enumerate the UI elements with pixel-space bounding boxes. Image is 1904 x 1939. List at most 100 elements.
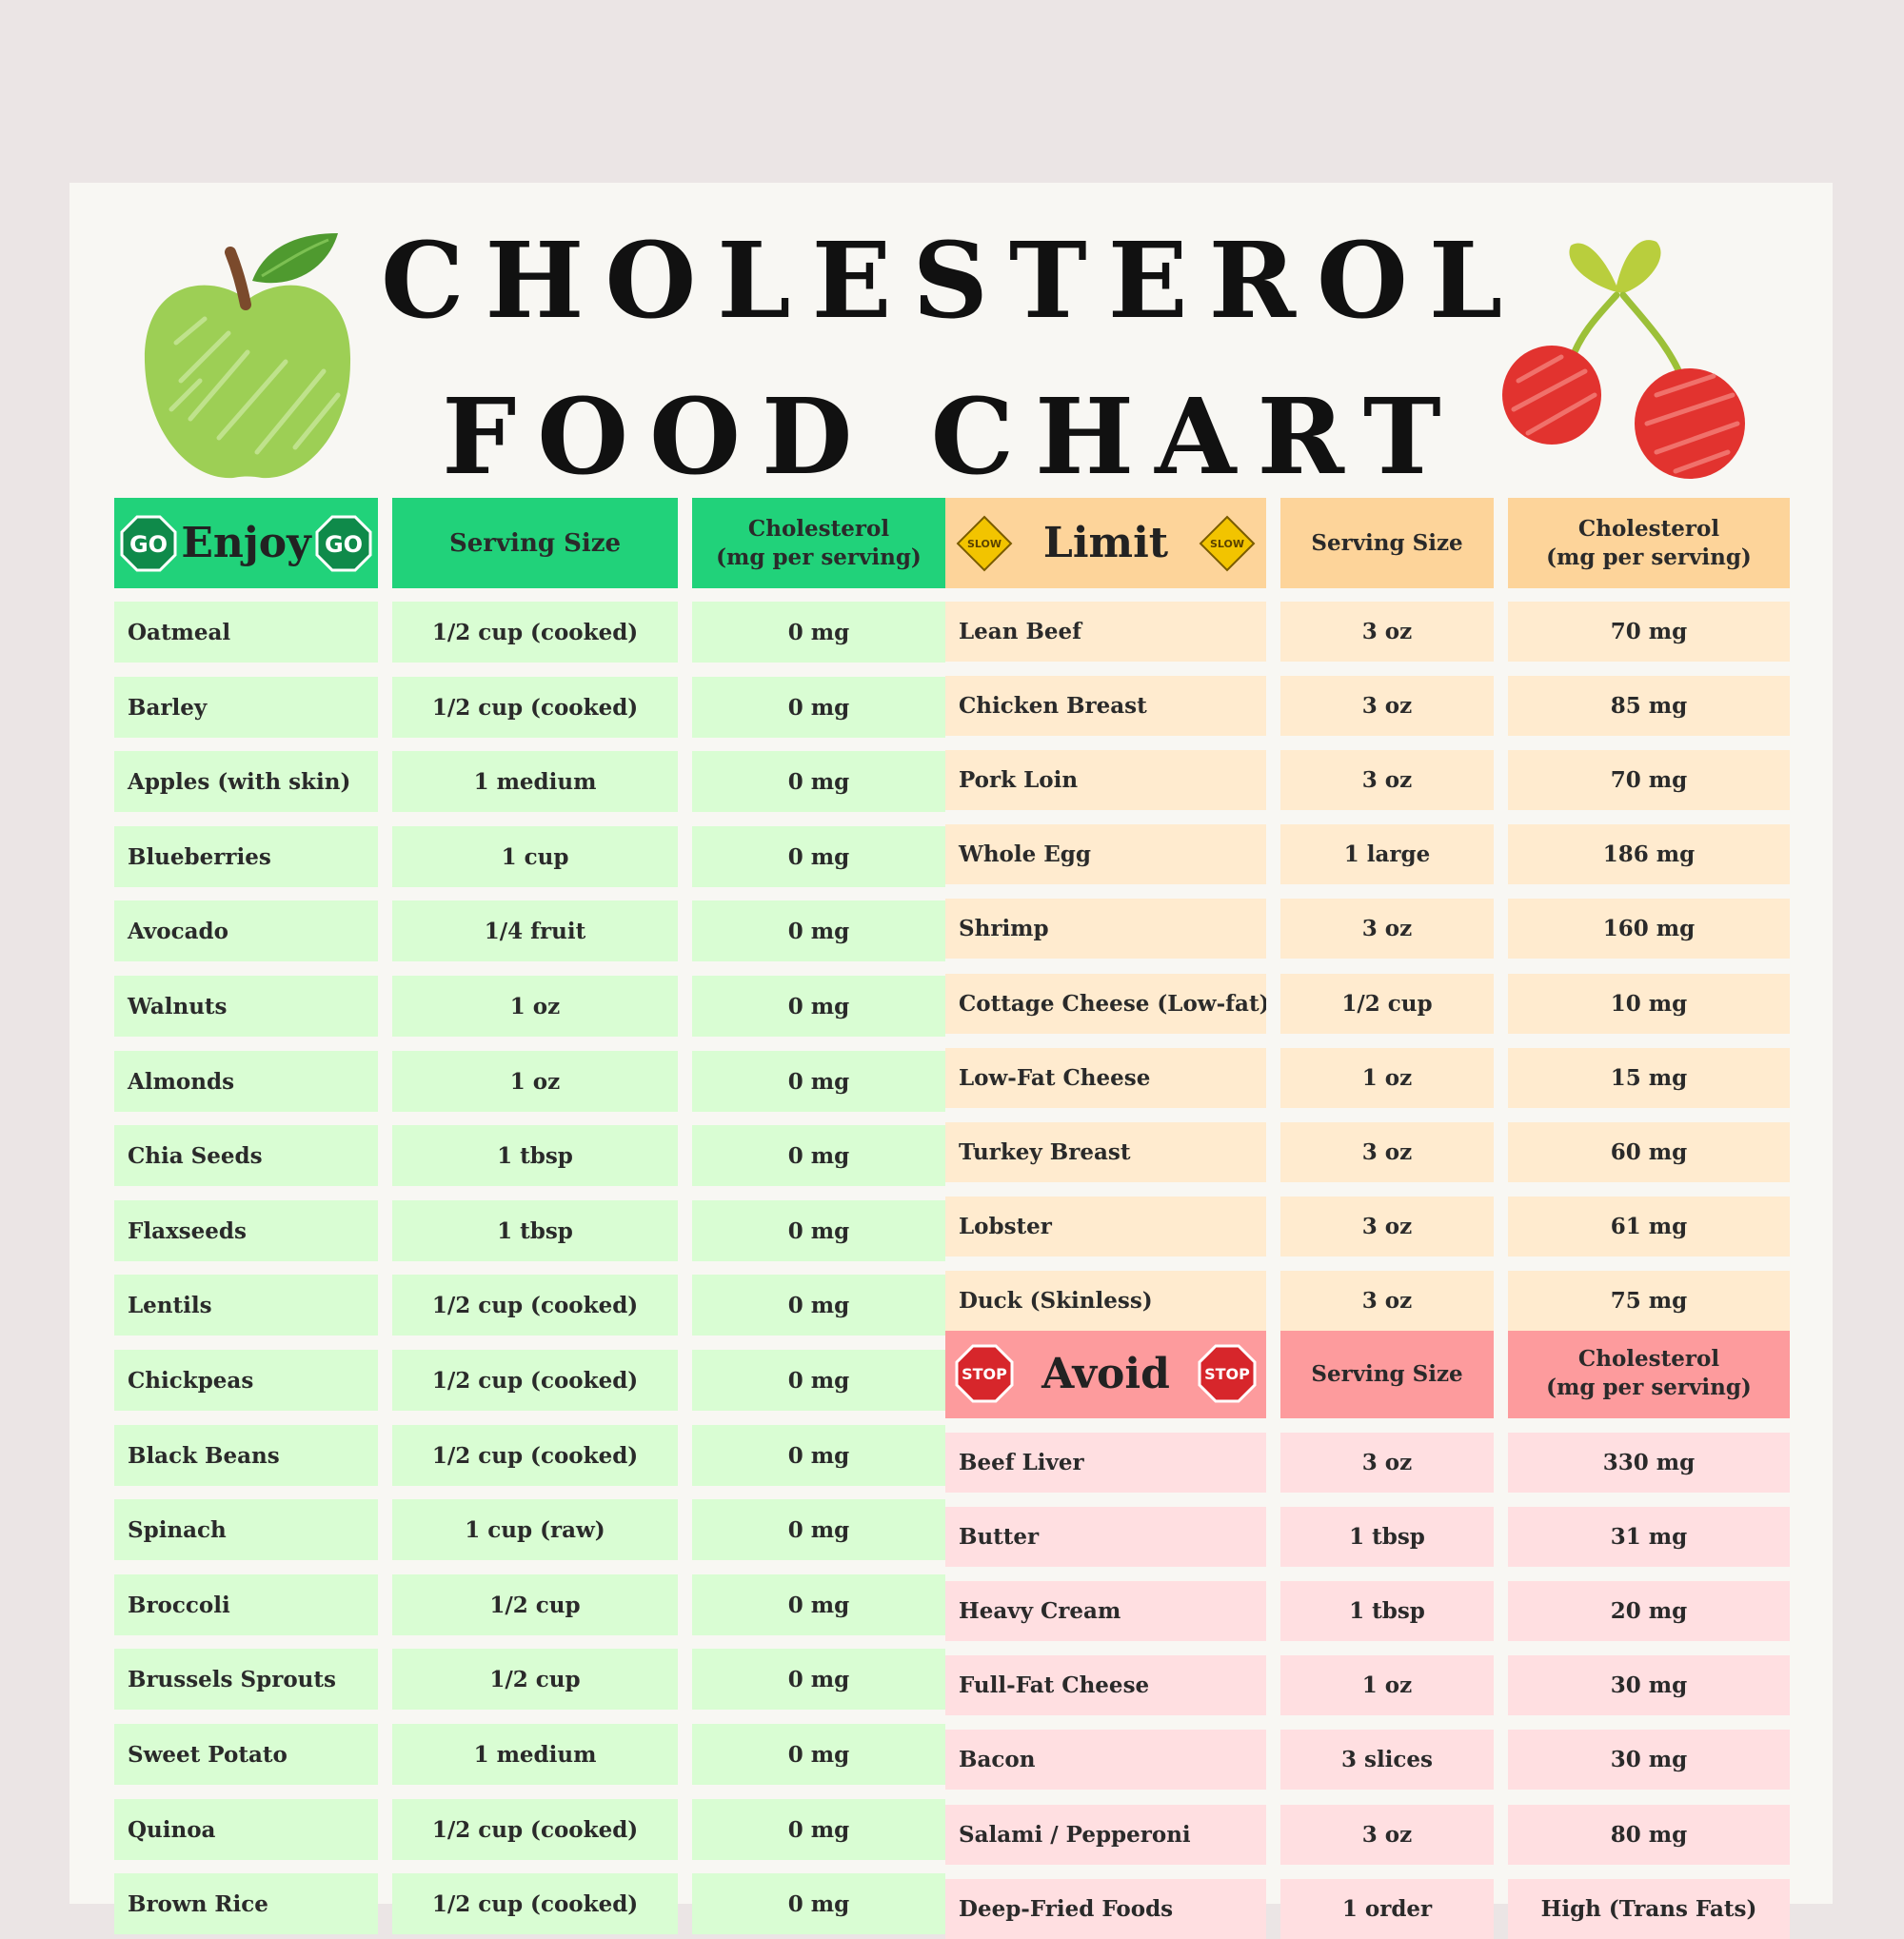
avoid-cholesterol-cell: 30 mg <box>1508 1730 1790 1790</box>
svg-text:STOP: STOP <box>962 1365 1007 1383</box>
limit-food-cell: Duck (Skinless) <box>945 1271 1266 1331</box>
limit-cholesterol-cell: 75 mg <box>1508 1271 1790 1331</box>
enjoy-serving-cell: 1/2 cup (cooked) <box>392 677 678 738</box>
limit-food-cell: Whole Egg <box>945 824 1266 884</box>
enjoy-cholesterol-cell: 0 mg <box>692 1799 945 1860</box>
limit-food-cell: Cottage Cheese (Low-fat) <box>945 974 1266 1034</box>
enjoy-cholesterol-cell: 0 mg <box>692 1125 945 1186</box>
limit-cholesterol-cell: 70 mg <box>1508 750 1790 810</box>
limit-food-cell: Lobster <box>945 1197 1266 1256</box>
svg-text:SLOW: SLOW <box>967 538 1002 550</box>
limit-header: SLOW Limit SLOW <box>945 498 1266 588</box>
enjoy-food-cell: Blueberries <box>114 826 378 887</box>
enjoy-food-cell: Barley <box>114 677 378 738</box>
limit-serving-cell: 1 oz <box>1280 1048 1494 1108</box>
go-sign-icon: GO <box>120 515 177 571</box>
limit-serving-cell: 3 oz <box>1280 602 1494 662</box>
stop-sign-icon: STOP <box>1198 1344 1257 1403</box>
limit-serving-cell: 1 large <box>1280 824 1494 884</box>
limit-cholesterol-header: Cholesterol (mg per serving) <box>1508 498 1790 588</box>
svg-text:STOP: STOP <box>1204 1365 1250 1383</box>
limit-cholesterol-cell: 70 mg <box>1508 602 1790 662</box>
avoid-cholesterol-cell: 80 mg <box>1508 1805 1790 1865</box>
enjoy-cholesterol-cell: 0 mg <box>692 1350 945 1411</box>
limit-cholesterol-cell: 160 mg <box>1508 899 1790 959</box>
enjoy-food-cell: Chia Seeds <box>114 1125 378 1186</box>
enjoy-serving-cell: 1/2 cup (cooked) <box>392 1275 678 1336</box>
avoid-serving-cell: 3 oz <box>1280 1433 1494 1493</box>
avoid-serving-cell: 1 oz <box>1280 1655 1494 1715</box>
enjoy-cholesterol-cell: 0 mg <box>692 1425 945 1486</box>
chart-title-line-2: FOOD CHART <box>442 375 1462 498</box>
limit-cholesterol-cell: 61 mg <box>1508 1197 1790 1256</box>
enjoy-cholesterol-cell: 0 mg <box>692 1200 945 1261</box>
enjoy-cholesterol-cell: 0 mg <box>692 1649 945 1710</box>
enjoy-serving-cell: 1/2 cup (cooked) <box>392 602 678 663</box>
limit-food-cell: Shrimp <box>945 899 1266 959</box>
enjoy-cholesterol-cell: 0 mg <box>692 602 945 663</box>
enjoy-serving-cell: 1 tbsp <box>392 1200 678 1261</box>
enjoy-cholesterol-header: Cholesterol (mg per serving) <box>692 498 945 588</box>
enjoy-food-cell: Flaxseeds <box>114 1200 378 1261</box>
avoid-cholesterol-cell: 330 mg <box>1508 1433 1790 1493</box>
enjoy-cholesterol-cell: 0 mg <box>692 826 945 887</box>
limit-food-cell: Turkey Breast <box>945 1122 1266 1182</box>
enjoy-food-cell: Avocado <box>114 900 378 961</box>
enjoy-cholesterol-cell: 0 mg <box>692 1275 945 1336</box>
avoid-cholesterol-cell: 30 mg <box>1508 1655 1790 1715</box>
enjoy-header: GO Enjoy GO <box>114 498 378 588</box>
chart-title-line-1: CHOLESTEROL <box>381 219 1524 342</box>
enjoy-cholesterol-cell: 0 mg <box>692 677 945 738</box>
avoid-food-cell: Full-Fat Cheese <box>945 1655 1266 1715</box>
enjoy-food-cell: Apples (with skin) <box>114 751 378 812</box>
enjoy-cholesterol-cell: 0 mg <box>692 1499 945 1560</box>
limit-cholesterol-cell: 10 mg <box>1508 974 1790 1034</box>
enjoy-title: Enjoy <box>181 519 311 567</box>
enjoy-food-cell: Sweet Potato <box>114 1724 378 1785</box>
limit-food-cell: Lean Beef <box>945 602 1266 662</box>
avoid-title: Avoid <box>1041 1349 1170 1398</box>
svg-text:GO: GO <box>325 531 363 558</box>
limit-cholesterol-cell: 186 mg <box>1508 824 1790 884</box>
enjoy-serving-cell: 1/2 cup (cooked) <box>392 1425 678 1486</box>
avoid-serving-cell: 1 tbsp <box>1280 1507 1494 1567</box>
enjoy-cholesterol-cell: 0 mg <box>692 1724 945 1785</box>
avoid-header: STOP Avoid STOP <box>945 1329 1266 1418</box>
enjoy-food-cell: Chickpeas <box>114 1350 378 1411</box>
avoid-food-cell: Beef Liver <box>945 1433 1266 1493</box>
svg-text:SLOW: SLOW <box>1210 538 1244 550</box>
limit-serving-header: Serving Size <box>1280 498 1494 588</box>
limit-serving-cell: 3 oz <box>1280 676 1494 736</box>
enjoy-serving-cell: 1 cup (raw) <box>392 1499 678 1560</box>
enjoy-serving-cell: 1/2 cup (cooked) <box>392 1799 678 1860</box>
avoid-cholesterol-header: Cholesterol (mg per serving) <box>1508 1329 1790 1418</box>
enjoy-food-cell: Black Beans <box>114 1425 378 1486</box>
cherries-icon <box>1502 240 1745 479</box>
enjoy-serving-cell: 1 tbsp <box>392 1125 678 1186</box>
limit-food-cell: Low-Fat Cheese <box>945 1048 1266 1108</box>
enjoy-food-cell: Oatmeal <box>114 602 378 663</box>
enjoy-serving-cell: 1 medium <box>392 751 678 812</box>
limit-food-cell: Pork Loin <box>945 750 1266 810</box>
enjoy-food-cell: Lentils <box>114 1275 378 1336</box>
avoid-serving-header: Serving Size <box>1280 1329 1494 1418</box>
svg-text:GO: GO <box>129 531 168 558</box>
avoid-food-cell: Deep-Fried Foods <box>945 1879 1266 1939</box>
limit-serving-cell: 3 oz <box>1280 899 1494 959</box>
enjoy-food-cell: Spinach <box>114 1499 378 1560</box>
enjoy-serving-cell: 1/4 fruit <box>392 900 678 961</box>
avoid-cholesterol-cell: 20 mg <box>1508 1581 1790 1641</box>
avoid-food-cell: Heavy Cream <box>945 1581 1266 1641</box>
avoid-food-cell: Bacon <box>945 1730 1266 1790</box>
enjoy-serving-cell: 1/2 cup <box>392 1574 678 1635</box>
enjoy-food-cell: Walnuts <box>114 976 378 1037</box>
avoid-serving-cell: 1 tbsp <box>1280 1581 1494 1641</box>
enjoy-food-cell: Brussels Sprouts <box>114 1649 378 1710</box>
enjoy-serving-cell: 1/2 cup (cooked) <box>392 1873 678 1934</box>
enjoy-food-cell: Quinoa <box>114 1799 378 1860</box>
limit-food-cell: Chicken Breast <box>945 676 1266 736</box>
limit-serving-cell: 3 oz <box>1280 750 1494 810</box>
enjoy-food-cell: Almonds <box>114 1051 378 1112</box>
limit-serving-cell: 3 oz <box>1280 1197 1494 1256</box>
go-sign-icon: GO <box>315 515 372 571</box>
